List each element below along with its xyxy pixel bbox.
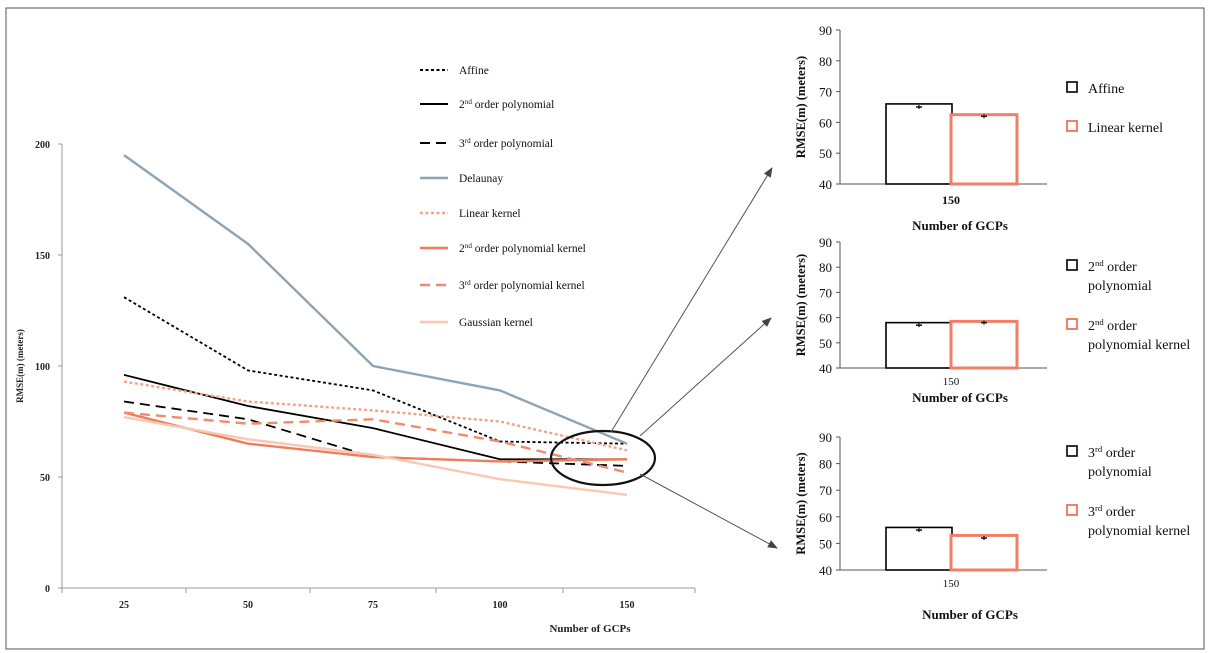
x-tick-label: 75 — [368, 600, 378, 611]
bar-2 — [949, 113, 1019, 186]
bar-1 — [885, 103, 953, 185]
bar-y-tick-label: 60 — [819, 115, 832, 130]
bar-legend-label-1: 2nd order — [1088, 258, 1137, 275]
bar-chart-2: 40 50 60 70 80 90 150 Number of GCPs RMSE(m) (me… — [794, 235, 1190, 405]
bar-y-tick-label: 90 — [819, 235, 832, 250]
x-axis-title: Number of GCPs — [549, 623, 631, 635]
series-line-1 — [123, 296, 628, 445]
bar-1 — [885, 321, 953, 369]
legend-label-1: Affine — [459, 65, 489, 77]
x-tick-label: 100 — [493, 600, 508, 611]
bar-y-tick-label: 90 — [819, 430, 832, 445]
bar-y-tick-label: 60 — [819, 510, 832, 525]
bar-legend-swatch-1 — [1066, 445, 1078, 457]
bar-y-tick-label: 60 — [819, 311, 832, 326]
bar-2 — [949, 319, 1019, 370]
bar-1 — [885, 526, 953, 571]
bar-x-tick-label: 150 — [943, 376, 960, 388]
bar-chart-1: 40 50 60 70 80 90 150 Number of GCPs RMSE(m) (me… — [794, 23, 1163, 233]
bar-charts: 40 50 60 70 80 90 150 Number of GCPs RMSE(m) (me… — [794, 23, 1190, 622]
bar-legend-swatch-2 — [1066, 120, 1078, 132]
bar-y-tick-label: 40 — [819, 563, 832, 578]
series-line-8 — [123, 415, 628, 496]
figure-border — [5, 7, 1205, 650]
bar-legend-label-2: polynomial kernel — [1088, 524, 1190, 539]
main-line-chart: 0 50 100 150 200 25 50 75 100 150 Number of GCPs RM… — [15, 65, 696, 635]
legend-label-4: Delaunay — [459, 173, 503, 185]
bar-x-tick-label: 150 — [943, 578, 960, 590]
legend-label-7: 3rd order polynomial kernel — [459, 279, 585, 292]
zoom-ellipse — [549, 429, 657, 487]
series-line-6 — [123, 411, 628, 463]
zoom-annotation — [549, 167, 778, 549]
bar-legend-label-1: 3rd order — [1088, 444, 1136, 461]
y-tick-label: 100 — [35, 362, 50, 373]
bar-y-tick-label: 70 — [819, 285, 832, 300]
bar-legend-label-2: Linear kernel — [1088, 121, 1163, 136]
x-tick-label: 150 — [620, 600, 635, 611]
bar-y-tick-label: 50 — [819, 336, 832, 351]
bar-chart-3: 40 50 60 70 80 90 150 Number of GCPs RMSE(m) (me… — [794, 430, 1190, 622]
legend-label-2: 2nd order polynomial — [459, 98, 554, 111]
arrow-to-chart-1 — [610, 167, 773, 433]
bar-legend-label-1: polynomial — [1088, 465, 1152, 480]
y-tick-label: 150 — [35, 251, 50, 262]
bar-y-axis-title: RMSE(m) (meters) — [794, 254, 808, 356]
legend-label-5: Linear kernel — [459, 208, 521, 220]
bar-y-tick-label: 80 — [819, 54, 832, 69]
bar-y-tick-label: 50 — [819, 146, 832, 161]
bar-2 — [949, 533, 1019, 572]
bar-y-tick-label: 70 — [819, 85, 832, 100]
x-tick-label: 50 — [243, 600, 253, 611]
bar-legend-label-2: polynomial kernel — [1088, 338, 1190, 353]
series-line-7 — [123, 411, 628, 474]
y-axis-title: RMSE(m) (meters) — [15, 329, 25, 403]
y-tick-label: 0 — [45, 584, 50, 595]
series-line-3 — [123, 400, 628, 467]
bar-legend-swatch-2 — [1066, 504, 1078, 516]
bar-legend-swatch-1 — [1066, 81, 1078, 93]
x-tick-label: 25 — [119, 600, 129, 611]
bar-legend-label-2: 2nd order — [1088, 317, 1137, 334]
arrow-to-chart-3 — [639, 473, 778, 549]
bar-y-tick-label: 50 — [819, 536, 832, 551]
legend-label-6: 2nd order polynomial kernel — [459, 242, 586, 255]
bar-legend-label-1: polynomial — [1088, 279, 1152, 294]
bar-y-tick-label: 90 — [819, 23, 832, 38]
y-tick-label: 200 — [35, 140, 50, 151]
series-line-4 — [123, 154, 628, 445]
bar-x-tick-label: 150 — [942, 193, 960, 207]
bar-legend-label-1: Affine — [1088, 82, 1124, 97]
bar-y-tick-label: 80 — [819, 260, 832, 275]
bar-legend-label-2: 3rd order — [1088, 503, 1136, 520]
legend-label-3: 3rd order polynomial — [459, 137, 553, 150]
arrow-to-chart-2 — [639, 317, 772, 437]
bar-y-tick-label: 70 — [819, 483, 832, 498]
y-tick-label: 50 — [40, 473, 50, 484]
bar-x-axis-title: Number of GCPs — [912, 390, 1008, 405]
bar-y-tick-label: 80 — [819, 457, 832, 472]
bar-y-axis-title: RMSE(m) (meters) — [794, 452, 808, 554]
series-line-5 — [123, 380, 628, 452]
bar-x-axis-title: Number of GCPs — [922, 607, 1018, 622]
bar-y-tick-label: 40 — [819, 361, 832, 376]
bar-y-tick-label: 40 — [819, 177, 832, 192]
legend-label-8: Gaussian kernel — [459, 317, 533, 329]
bar-legend-swatch-2 — [1066, 318, 1078, 330]
bar-x-axis-title: Number of GCPs — [912, 218, 1008, 233]
bar-y-axis-title: RMSE(m) (meters) — [794, 56, 808, 158]
bar-legend-swatch-1 — [1066, 259, 1078, 271]
